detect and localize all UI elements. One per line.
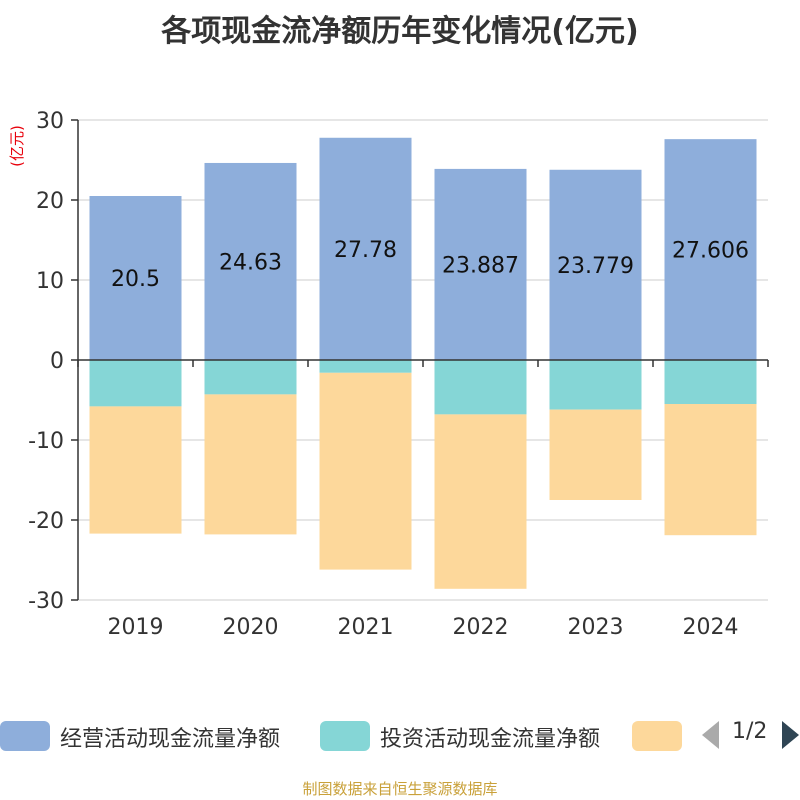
x-tick-label-2019: 2019 [108, 615, 164, 640]
data-label-operating-2019: 20.5 [111, 267, 160, 292]
y-tick-label: 10 [36, 269, 64, 294]
bar-operating-2020[interactable] [204, 162, 297, 360]
data-label-operating-2021: 27.78 [334, 238, 397, 263]
legend-label-investing: 投资活动现金流量净额 [380, 727, 601, 752]
bar-financing-2019[interactable] [89, 406, 182, 534]
source-footer: 制图数据来自恒生聚源数据库 [302, 780, 498, 798]
chart-svg: 30 20 10 0 -10 -20 -30 2019 2020 2021 2022 2023 2024… [8, 109, 769, 640]
y-tick-label: 0 [50, 349, 64, 374]
bar-investing-2024[interactable] [664, 360, 757, 404]
bar-operating-2024[interactable] [664, 139, 757, 360]
x-tick-label-2022: 2022 [453, 615, 509, 640]
pager-prev-arrow-icon[interactable] [702, 721, 719, 749]
bar-investing-2023[interactable] [549, 360, 642, 410]
pager-page-indicator: 1/2 [732, 719, 768, 744]
data-label-operating-2022: 23.887 [442, 253, 519, 278]
data-labels: 20.5 24.63 27.78 23.887 23.779 27.606 [111, 238, 749, 292]
gridlines [78, 119, 768, 601]
bar-investing-2021[interactable] [319, 360, 412, 373]
legend-item-financing[interactable] [632, 718, 692, 754]
legend: 经营活动现金流量净额 投资活动现金流量净额 [0, 716, 800, 756]
y-tick-label: -30 [28, 589, 64, 614]
axes: 30 20 10 0 -10 -20 -30 2019 2020 2021 2022 2023 2024 [28, 109, 769, 640]
bar-financing-2021[interactable] [319, 372, 412, 570]
legend-swatch-financing [632, 721, 682, 751]
x-tick-label-2023: 2023 [568, 615, 624, 640]
bar-financing-2022[interactable] [434, 414, 527, 589]
legend-pager: 1/2 [700, 716, 800, 756]
legend-label-operating: 经营活动现金流量净额 [60, 727, 281, 752]
bar-operating-2023[interactable] [549, 169, 642, 360]
legend-swatch-investing [320, 721, 370, 751]
bar-financing-2020[interactable] [204, 394, 297, 535]
y-unit-label: (亿元) [8, 125, 26, 167]
y-tick-label: -20 [28, 509, 64, 534]
pager-next-arrow-icon[interactable] [782, 721, 799, 749]
bar-investing-2022[interactable] [434, 360, 527, 415]
bar-financing-2024[interactable] [664, 404, 757, 536]
bar-operating-2019[interactable] [89, 196, 182, 360]
data-label-operating-2020: 24.63 [219, 250, 282, 275]
bars [89, 137, 757, 589]
legend-item-investing[interactable]: 投资活动现金流量净额 [320, 718, 630, 754]
bar-financing-2023[interactable] [549, 409, 642, 500]
x-tick-label-2024: 2024 [683, 615, 739, 640]
y-tick-label: 30 [36, 109, 64, 134]
legend-item-operating[interactable]: 经营活动现金流量净额 [0, 718, 310, 754]
y-tick-label: 20 [36, 189, 64, 214]
y-tick-label: -10 [28, 429, 64, 454]
legend-swatch-operating [0, 721, 50, 751]
data-label-operating-2023: 23.779 [557, 254, 634, 279]
x-tick-label-2021: 2021 [338, 615, 394, 640]
bar-investing-2020[interactable] [204, 360, 297, 395]
data-label-operating-2024: 27.606 [672, 239, 749, 264]
bar-investing-2019[interactable] [89, 360, 182, 407]
chart-title: 各项现金流净额历年变化情况(亿元) [161, 14, 639, 49]
x-tick-label-2020: 2020 [223, 615, 279, 640]
bar-operating-2022[interactable] [434, 168, 527, 360]
bar-operating-2021[interactable] [319, 137, 412, 360]
